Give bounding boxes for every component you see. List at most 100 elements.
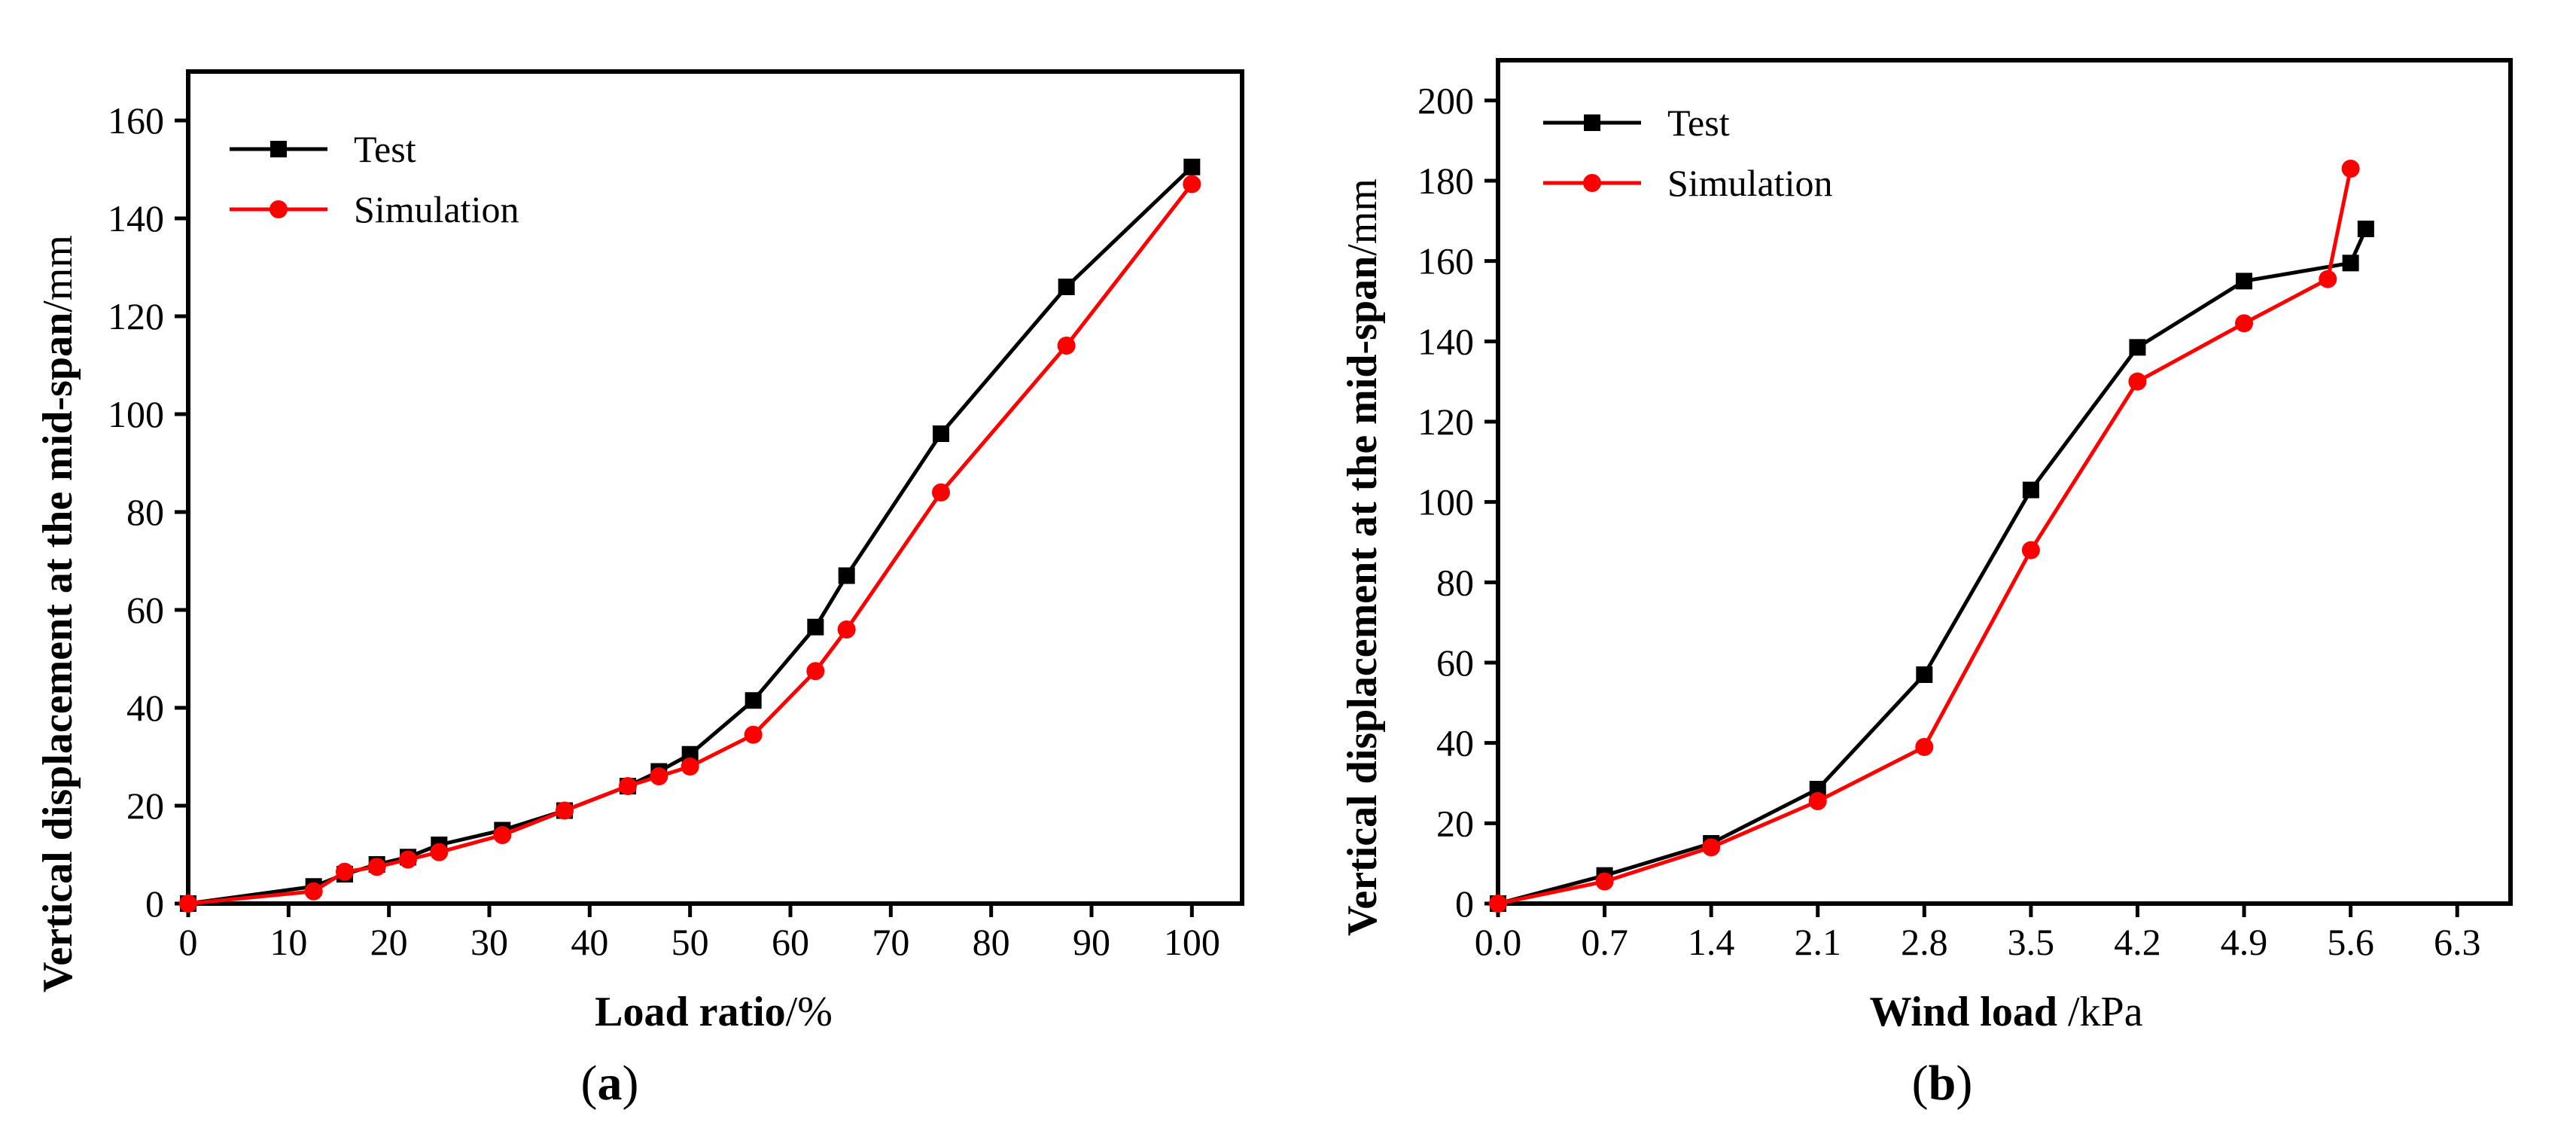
- y-tick-label: 20: [1436, 802, 1474, 844]
- data-point-simulation: [619, 777, 637, 795]
- data-point-simulation: [367, 858, 386, 876]
- chart-panel-b: 0.0 0.7 1.4 2.1 2.8 3.5 4.2 4.9 5.6 6.3 0 20 40 60 80 1…: [1417, 58, 2513, 963]
- y-tick-label: 40: [1436, 722, 1474, 764]
- data-point-simulation: [179, 895, 197, 913]
- data-point-simulation: [336, 862, 354, 881]
- x-tick-label: 4.2: [2114, 921, 2161, 963]
- legend-label-simulation: Simulation: [354, 188, 519, 230]
- y-tick-label: 20: [126, 785, 164, 827]
- legend-marker-simulation: [1583, 174, 1601, 192]
- series-line-simulation: [187, 182, 1194, 906]
- x-tick-label: 10: [269, 921, 307, 963]
- x-tick-label: 20: [370, 921, 408, 963]
- data-point-simulation: [932, 483, 950, 501]
- data-point-simulation: [556, 801, 574, 820]
- data-point-test: [2236, 273, 2253, 290]
- data-point-test: [2342, 255, 2359, 272]
- y-axis-label-a: Vertical displacement at the mid-span/mm: [35, 235, 81, 992]
- legend-label-simulation: Simulation: [1667, 162, 1832, 204]
- series-line-test: [1497, 227, 2368, 906]
- data-point-test: [2357, 221, 2374, 237]
- x-tick-label: 6.3: [2434, 921, 2481, 963]
- data-point-simulation: [1489, 895, 1507, 913]
- data-point-simulation: [1915, 738, 1934, 756]
- x-tick-label: 1.4: [1688, 921, 1735, 963]
- legend-label-test: Test: [354, 128, 416, 170]
- data-point-simulation: [2128, 372, 2147, 391]
- y-tick-label: 160: [1417, 240, 1474, 282]
- panel-label-b: (b): [1912, 1056, 1973, 1111]
- data-point-simulation: [650, 767, 668, 785]
- data-point-test: [2129, 339, 2146, 356]
- data-point-simulation: [1183, 175, 1201, 194]
- x-axis-label-b: Wind load /kPa: [1869, 989, 2142, 1035]
- data-point-simulation: [2319, 270, 2337, 288]
- x-tick-label: 5.6: [2327, 921, 2374, 963]
- y-tick-label: 160: [108, 99, 164, 142]
- data-point-test: [2022, 481, 2039, 498]
- x-tick-label: 80: [973, 921, 1010, 963]
- x-tick-label: 0: [179, 921, 198, 963]
- x-tick-label: 70: [872, 921, 909, 963]
- data-point-test: [744, 692, 762, 709]
- data-point-test: [1183, 158, 1201, 175]
- data-point-simulation: [1057, 337, 1076, 355]
- y-tick-label: 120: [108, 295, 164, 337]
- x-tick-label: 30: [470, 921, 508, 963]
- x-tick-label: 2.1: [1794, 921, 1841, 963]
- x-tick-label: 100: [1164, 921, 1220, 963]
- y-tick-label: 60: [126, 589, 164, 631]
- y-tick-label: 60: [1436, 642, 1474, 684]
- data-point-simulation: [493, 826, 512, 844]
- y-tick-label: 140: [1417, 320, 1474, 362]
- x-tick-label: 4.9: [2221, 921, 2268, 963]
- y-tick-label: 0: [1455, 883, 1474, 925]
- y-tick-label: 100: [1417, 481, 1474, 523]
- data-point-simulation: [744, 725, 763, 744]
- x-tick-label: 0.0: [1475, 921, 1522, 963]
- data-point-test: [1058, 279, 1075, 295]
- data-point-simulation: [1702, 838, 1721, 857]
- y-tick-label: 120: [1417, 401, 1474, 443]
- data-point-simulation: [2021, 541, 2040, 559]
- chart-panel-a: 0 10 20 30 40 50 60 70 80 90 100 0 20 40 60 80 100 120 140…: [108, 69, 1244, 963]
- data-point-simulation: [1595, 872, 1614, 891]
- data-point-test: [1916, 666, 1933, 683]
- data-point-test: [838, 567, 855, 584]
- legend-label-test: Test: [1667, 102, 1730, 144]
- data-point-simulation: [837, 620, 856, 639]
- legend-marker-test: [1584, 114, 1600, 131]
- x-tick-label: 3.5: [2008, 921, 2055, 963]
- y-tick-label: 80: [1436, 561, 1474, 603]
- plot-frame: [186, 69, 1244, 906]
- data-point-test: [681, 745, 699, 763]
- y-tick-label: 100: [108, 393, 164, 435]
- y-tick-label: 40: [126, 687, 164, 729]
- data-point-simulation: [681, 758, 699, 776]
- data-point-simulation: [430, 843, 449, 861]
- panel-label-a: (a): [581, 1056, 639, 1111]
- x-tick-label: 40: [571, 921, 608, 963]
- y-axis-label-b: Vertical displacement at the mid-span/mm: [1339, 178, 1386, 936]
- series-line-test: [187, 165, 1194, 906]
- data-point-simulation: [806, 662, 825, 681]
- data-point-simulation: [399, 850, 417, 869]
- x-tick-label: 90: [1073, 921, 1110, 963]
- legend-marker-test: [270, 141, 287, 157]
- y-tick-label: 80: [126, 491, 164, 533]
- y-tick-label: 0: [145, 883, 164, 925]
- data-point-simulation: [1808, 792, 1827, 810]
- legend-marker-simulation: [269, 200, 288, 218]
- y-tick-label: 180: [1417, 160, 1474, 202]
- data-point-simulation: [2341, 160, 2360, 178]
- y-tick-label: 200: [1417, 79, 1474, 121]
- x-tick-label: 60: [772, 921, 809, 963]
- x-tick-label: 2.8: [1901, 921, 1948, 963]
- data-point-simulation: [304, 882, 323, 901]
- data-point-test: [807, 618, 824, 636]
- data-point-simulation: [2235, 314, 2254, 333]
- y-tick-label: 140: [108, 197, 164, 239]
- x-tick-label: 50: [671, 921, 709, 963]
- data-point-test: [933, 425, 949, 442]
